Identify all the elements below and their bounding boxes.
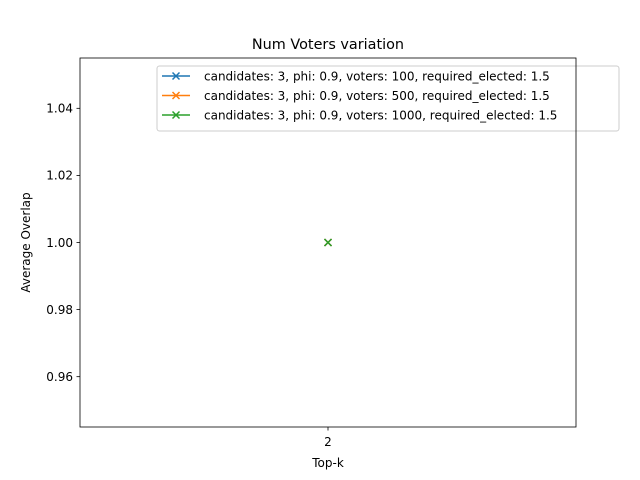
y-tick-label: 0.96 xyxy=(46,370,73,384)
y-tick-label: 1.04 xyxy=(46,102,73,116)
legend: candidates: 3, phi: 0.9, voters: 100, re… xyxy=(156,65,620,132)
x-axis: 2 xyxy=(324,427,332,449)
legend-marker xyxy=(171,71,181,81)
y-axis-label: Average Overlap xyxy=(19,192,33,292)
x-tick-label: 2 xyxy=(324,435,332,449)
legend-frame xyxy=(156,65,620,132)
legend-label: candidates: 3, phi: 0.9, voters: 100, re… xyxy=(204,70,550,84)
legend-label: candidates: 3, phi: 0.9, voters: 1000, r… xyxy=(204,109,557,123)
series-3 xyxy=(323,238,333,247)
legend-entry: candidates: 3, phi: 0.9, voters: 100, re… xyxy=(162,70,550,84)
plot-frame xyxy=(79,57,577,428)
y-axis: 0.96 0.98 1.00 1.02 1.04 xyxy=(46,102,80,384)
legend-label: candidates: 3, phi: 0.9, voters: 500, re… xyxy=(204,89,550,103)
series-markers xyxy=(323,238,333,247)
y-tick-label: 1.00 xyxy=(46,236,73,250)
legend-marker xyxy=(171,110,181,120)
chart-title: Num Voters variation xyxy=(252,37,404,53)
y-tick-label: 1.02 xyxy=(46,169,73,183)
data-point xyxy=(323,238,333,247)
legend-marker xyxy=(171,91,181,100)
legend-entry: candidates: 3, phi: 0.9, voters: 1000, r… xyxy=(162,109,557,123)
y-tick-label: 0.98 xyxy=(46,303,73,317)
legend-entry: candidates: 3, phi: 0.9, voters: 500, re… xyxy=(162,89,550,103)
x-axis-label: Top-k xyxy=(311,456,344,470)
